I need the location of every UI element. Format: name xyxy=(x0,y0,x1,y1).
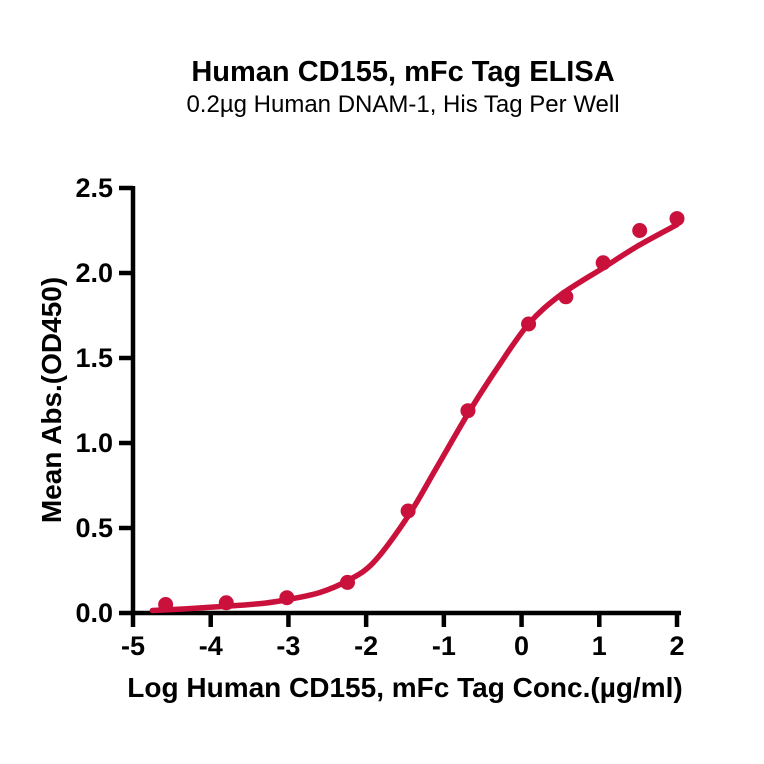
data-point xyxy=(669,211,685,227)
y-tick-label: 2.5 xyxy=(75,173,113,203)
x-tick-label: -1 xyxy=(432,631,456,661)
y-tick-label: 1.0 xyxy=(75,428,113,458)
x-tick-label: -5 xyxy=(121,631,145,661)
fit-curve xyxy=(149,221,680,614)
y-tick-label: 0.0 xyxy=(75,598,113,628)
x-tick-label: 1 xyxy=(592,631,607,661)
x-tick-label: 2 xyxy=(669,631,684,661)
y-tick-label: 0.5 xyxy=(75,513,113,543)
x-tick-label: -3 xyxy=(276,631,300,661)
data-point xyxy=(218,595,234,611)
data-point xyxy=(400,503,416,519)
data-point xyxy=(460,403,476,419)
x-tick-label: 0 xyxy=(514,631,529,661)
x-axis-label: Log Human CD155, mFc Tag Conc.(µg/ml) xyxy=(127,672,683,703)
x-tick-label: -4 xyxy=(199,631,223,661)
data-point xyxy=(632,223,648,238)
data-point xyxy=(339,574,355,590)
data-point xyxy=(595,255,611,271)
x-tick-label: -2 xyxy=(354,631,378,661)
data-point xyxy=(158,597,174,612)
y-tick-label: 1.5 xyxy=(75,343,113,373)
data-point xyxy=(558,289,574,305)
chart-subtitle: 0.2µg Human DNAM-1, His Tag Per Well xyxy=(186,91,620,118)
chart-title: Human CD155, mFc Tag ELISA xyxy=(191,56,615,88)
data-point xyxy=(279,590,295,606)
y-tick-label: 2.0 xyxy=(75,258,113,288)
data-point xyxy=(521,316,537,332)
